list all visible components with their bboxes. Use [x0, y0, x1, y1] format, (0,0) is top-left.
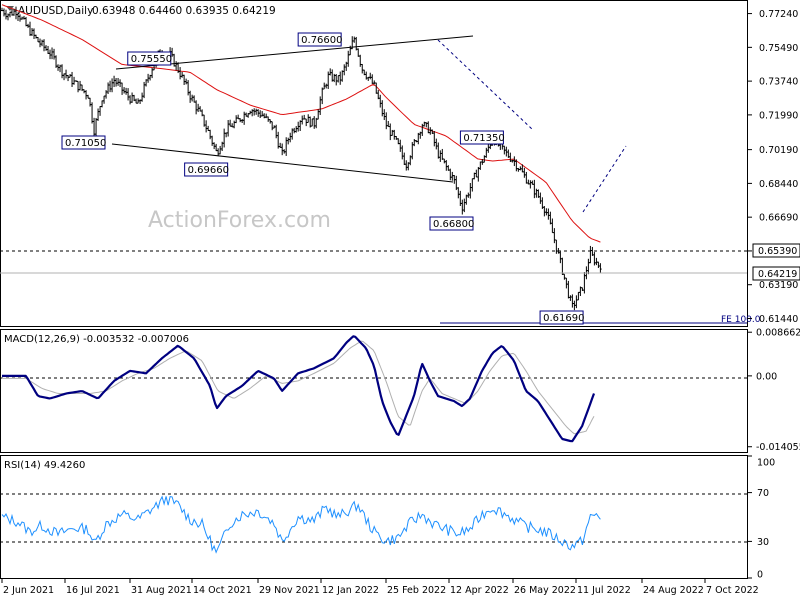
- rsi-y-tick-label: 70: [757, 488, 769, 499]
- date-x-tick-label: 12 Jan 2022: [322, 585, 379, 596]
- level-price-label: 0.65390: [758, 246, 797, 257]
- swing-price-text: 0.61690: [543, 313, 584, 324]
- lower-channel-trendline: [111, 143, 454, 183]
- date-x-tick-label: 11 Jul 2022: [577, 585, 631, 596]
- current-price-label: 0.64219: [758, 269, 797, 280]
- price-y-tick-label: 0.70190: [759, 145, 798, 156]
- swing-price-label: 0.75550: [127, 51, 172, 66]
- swing-price-label: 0.71050: [61, 135, 106, 150]
- macd-y-tick-label: 0.00: [756, 371, 777, 382]
- macd-y-tick-label: 0.008662: [756, 328, 800, 339]
- swing-price-label: 0.61690: [539, 310, 584, 325]
- price-y-tick-label: 0.61440: [759, 314, 798, 325]
- swing-price-label: 0.66800: [429, 216, 474, 231]
- rsi-y-tick-label: 0: [757, 570, 763, 581]
- date-x-tick-label: 25 Feb 2022: [387, 585, 446, 596]
- swing-price-text: 0.75550: [131, 54, 172, 65]
- macd-y-tick-label: -0.014055: [756, 442, 800, 453]
- dashed-projection-line: [437, 39, 534, 131]
- current-price-tag: 0.64219: [752, 266, 800, 281]
- upper-channel-trendline: [115, 35, 474, 70]
- swing-price-label: 0.69660: [184, 162, 229, 177]
- price-y-tick-label: 0.73740: [759, 77, 798, 88]
- ohlc-readout: 0.63948 0.64460 0.63935 0.64219: [92, 5, 276, 17]
- swing-price-text: 0.76600: [301, 35, 342, 46]
- swing-price-text: 0.69660: [188, 165, 229, 176]
- rsi-plot: [1, 495, 601, 554]
- macd-title: MACD(12,26,9) -0.003532 -0.007006: [4, 334, 189, 345]
- watermark: ActionForex.com: [148, 208, 331, 233]
- swing-price-label: 0.71350: [459, 130, 505, 145]
- date-x-tick-label: 26 May 2022: [514, 585, 576, 596]
- date-x-tick-label: 24 Aug 2022: [643, 585, 704, 596]
- swing-price-text: 0.71050: [65, 138, 106, 149]
- date-x-tick-label: 29 Nov 2021: [259, 585, 320, 596]
- macd-y-axis: 0.008662 0.00 -0.014055: [747, 328, 800, 453]
- rsi-panel-frame: [0, 455, 748, 579]
- rsi-y-tick-label: 100: [757, 458, 775, 469]
- swing-price-label: 0.76600: [297, 32, 343, 47]
- moving-average-line: [1, 4, 601, 243]
- swing-labels: 0.75550 0.76600 0.71050 0.69660 0.71350 0.668…: [61, 32, 584, 325]
- macd-plot: [2, 335, 596, 443]
- price-panel-frame: [0, 0, 748, 327]
- date-x-tick-label: 12 Apr 2022: [450, 585, 509, 596]
- macd-panel-frame: [0, 329, 748, 453]
- date-x-tick-label: 2 Jun 2021: [3, 585, 54, 596]
- swing-price-text: 0.66800: [433, 219, 474, 230]
- price-y-tick-label: 0.68440: [759, 179, 798, 190]
- level-price-tag: 0.65390: [752, 243, 800, 258]
- date-x-tick-label: 7 Oct 2022: [706, 585, 759, 596]
- rsi-y-tick-label: 30: [757, 537, 769, 548]
- macd-signal-line: [2, 340, 595, 435]
- dashed-projection-line: [582, 145, 627, 213]
- date-x-axis: 2 Jun 2021 16 Jul 2021 31 Aug 2021 14 Oct 2…: [1, 578, 759, 596]
- price-y-tick-label: 0.75490: [759, 43, 798, 54]
- rsi-line: [1, 495, 601, 554]
- fib-extension-label: FE 100.0: [721, 315, 761, 325]
- price-y-tick-label: 0.66690: [759, 213, 798, 224]
- macd-line: [2, 335, 596, 443]
- rsi-y-axis: 100 70 30 0: [747, 455, 775, 581]
- price-bar: [599, 263, 602, 273]
- price-y-tick-label: 0.63190: [759, 280, 798, 291]
- symbol-label: AUDUSD,Daily: [18, 5, 93, 17]
- date-x-tick-label: 16 Jul 2021: [66, 585, 120, 596]
- date-x-tick-label: 14 Oct 2021: [193, 585, 252, 596]
- price-y-tick-label: 0.77240: [759, 9, 798, 20]
- rsi-title: RSI(14) 49.4260: [4, 460, 85, 471]
- swing-price-text: 0.71350: [463, 133, 504, 144]
- date-x-tick-label: 31 Aug 2021: [131, 585, 192, 596]
- price-y-tick-label: 0.71990: [759, 110, 798, 121]
